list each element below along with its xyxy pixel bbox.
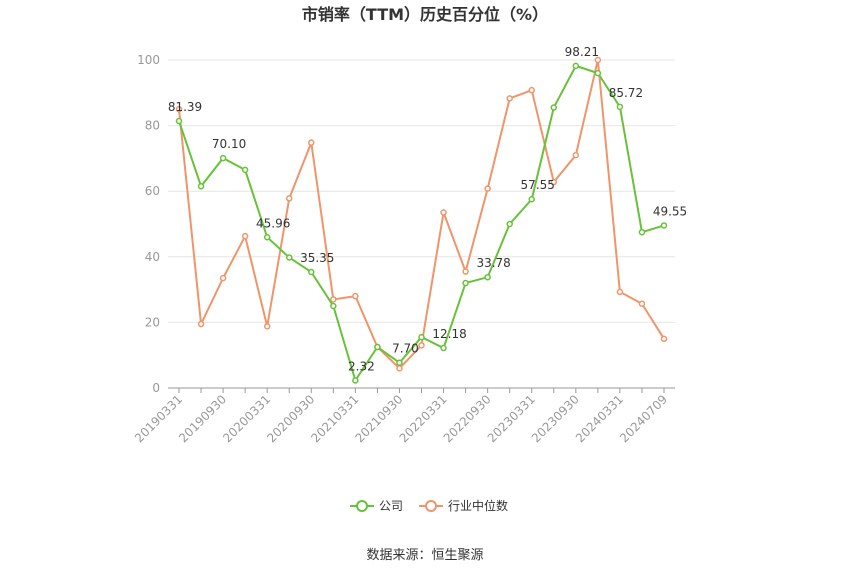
legend-label: 行业中位数 xyxy=(448,498,508,513)
data-point xyxy=(506,220,513,228)
data-point xyxy=(528,86,535,94)
data-label: 45.96 xyxy=(256,216,290,230)
data-point xyxy=(462,279,469,287)
data-point xyxy=(308,139,315,146)
y-tick-label: 60 xyxy=(145,184,160,198)
data-label: 33.78 xyxy=(476,256,510,270)
data-point xyxy=(219,154,227,162)
data-point xyxy=(528,195,535,203)
data-label: 2.32 xyxy=(348,359,375,373)
data-point xyxy=(197,320,205,328)
data-point xyxy=(550,178,558,186)
data-label: 81.39 xyxy=(168,100,202,114)
series-line xyxy=(178,64,665,383)
data-point xyxy=(572,151,580,159)
data-point xyxy=(638,228,646,236)
data-point xyxy=(352,292,359,300)
data-point xyxy=(594,69,602,77)
legend-marker xyxy=(356,500,368,512)
data-point xyxy=(285,254,293,261)
data-point xyxy=(594,56,602,64)
data-point xyxy=(440,344,447,352)
data-point xyxy=(462,268,469,275)
data-point xyxy=(374,343,381,351)
data-point xyxy=(285,195,293,202)
data-point xyxy=(616,103,624,111)
data-point xyxy=(484,273,491,281)
data-label: 49.55 xyxy=(653,204,687,218)
data-point xyxy=(638,300,646,307)
data-point xyxy=(330,302,337,310)
data-point xyxy=(241,232,249,240)
data-label: 35.35 xyxy=(300,251,334,265)
data-point xyxy=(616,288,624,296)
y-tick-label: 80 xyxy=(145,119,160,133)
data-point xyxy=(396,365,403,372)
source-note: 数据来源：恒生聚源 xyxy=(366,548,483,563)
data-label: 12.18 xyxy=(432,327,466,341)
data-point xyxy=(660,222,668,229)
data-point xyxy=(418,333,425,341)
x-tick-label: 20240709 xyxy=(617,392,670,445)
data-point xyxy=(550,104,558,111)
data-point xyxy=(660,335,668,343)
y-tick-label: 0 xyxy=(152,381,160,395)
data-point xyxy=(506,95,513,102)
y-tick-label: 100 xyxy=(137,53,160,67)
data-label: 57.55 xyxy=(521,178,555,192)
data-point xyxy=(241,166,249,174)
y-tick-label: 40 xyxy=(145,250,160,264)
data-point xyxy=(352,377,359,384)
data-point xyxy=(263,323,271,330)
data-point xyxy=(484,185,491,192)
data-point xyxy=(219,274,227,282)
data-point xyxy=(175,117,183,125)
legend-marker xyxy=(425,500,438,512)
data-point xyxy=(572,62,580,70)
data-label: 85.72 xyxy=(609,86,643,100)
data-point xyxy=(330,296,337,303)
data-point xyxy=(308,268,315,276)
y-tick-label: 20 xyxy=(145,315,160,329)
data-point xyxy=(263,234,271,241)
data-label: 98.21 xyxy=(565,45,599,59)
data-point xyxy=(418,342,425,349)
data-point xyxy=(440,209,447,216)
data-point xyxy=(197,183,205,190)
data-label: 70.10 xyxy=(212,137,246,151)
data-label: 7.70 xyxy=(392,342,419,356)
legend-label: 公司 xyxy=(379,499,403,513)
data-point xyxy=(175,105,183,113)
data-point xyxy=(396,359,403,366)
chart-title: 市销率（TTM）历史百分位（%） xyxy=(302,5,548,24)
